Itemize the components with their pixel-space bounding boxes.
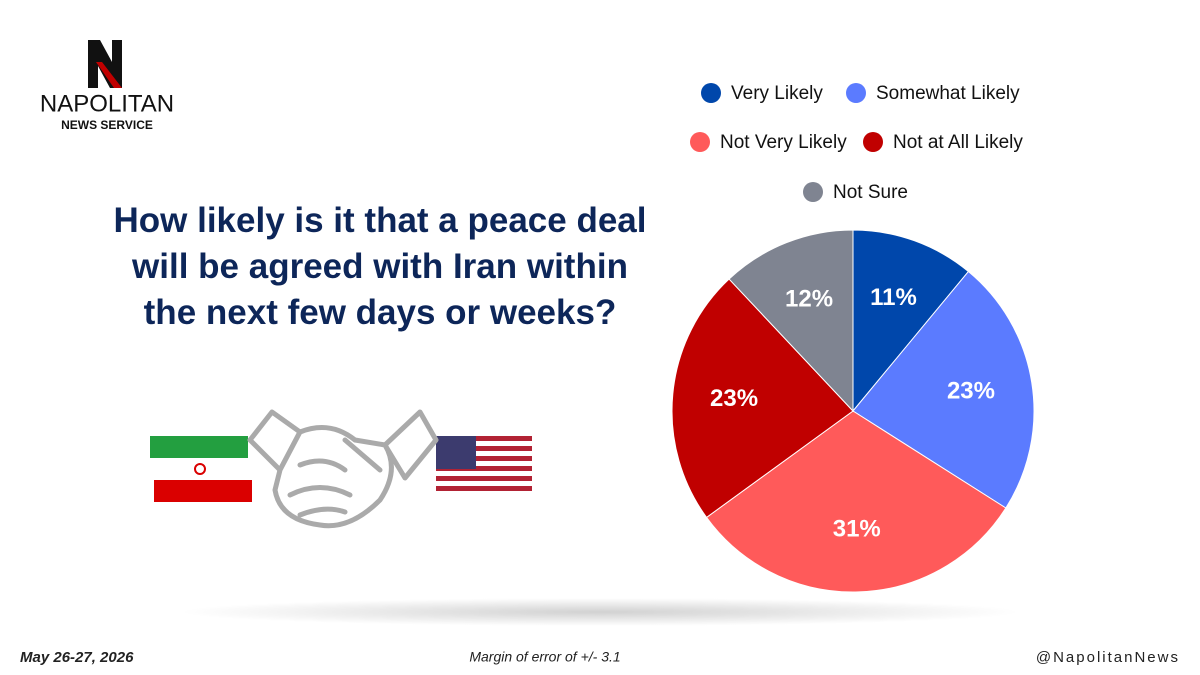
data-label: 23% [947,378,995,405]
pie-slice [728,229,854,413]
legend-swatch [863,132,883,152]
legend-swatch [846,83,866,103]
legend-label: Not at All Likely [893,132,1023,153]
footer-date: May 26-27, 2026 [20,649,134,666]
data-label: 31% [833,516,881,543]
pie-slice [671,278,854,519]
data-label: 12% [785,285,833,312]
legend-label: Somewhat Likely [876,83,1020,104]
legend-label: Not Very Likely [720,132,847,153]
pie-slice [852,229,970,413]
legend-swatch [690,132,710,152]
legend-label: Not Sure [833,182,908,203]
logo: NAPOLITAN NEWS SERVICE [40,40,174,132]
footer-note: Margin of error of +/- 3.1 [469,649,620,665]
pie-slice [705,410,1007,593]
data-label: 23% [710,385,758,412]
brand-tagline: NEWS SERVICE [61,118,153,132]
illustration [150,409,532,529]
shadow [180,598,1020,626]
pie-slice [852,270,1035,509]
legend-swatch [803,182,823,202]
brand-name: NAPOLITAN [40,90,174,117]
chart-title: How likely is it that a peace deal will … [113,201,647,332]
legend-swatch [701,83,721,103]
data-label: 11% [870,284,917,311]
footer-handle: @NapolitanNews [1036,649,1180,666]
legend-label: Very Likely [731,83,823,104]
